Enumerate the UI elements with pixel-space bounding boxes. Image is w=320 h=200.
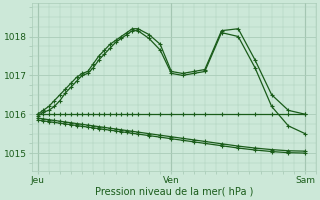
X-axis label: Pression niveau de la mer( hPa ): Pression niveau de la mer( hPa ) [95,187,253,197]
